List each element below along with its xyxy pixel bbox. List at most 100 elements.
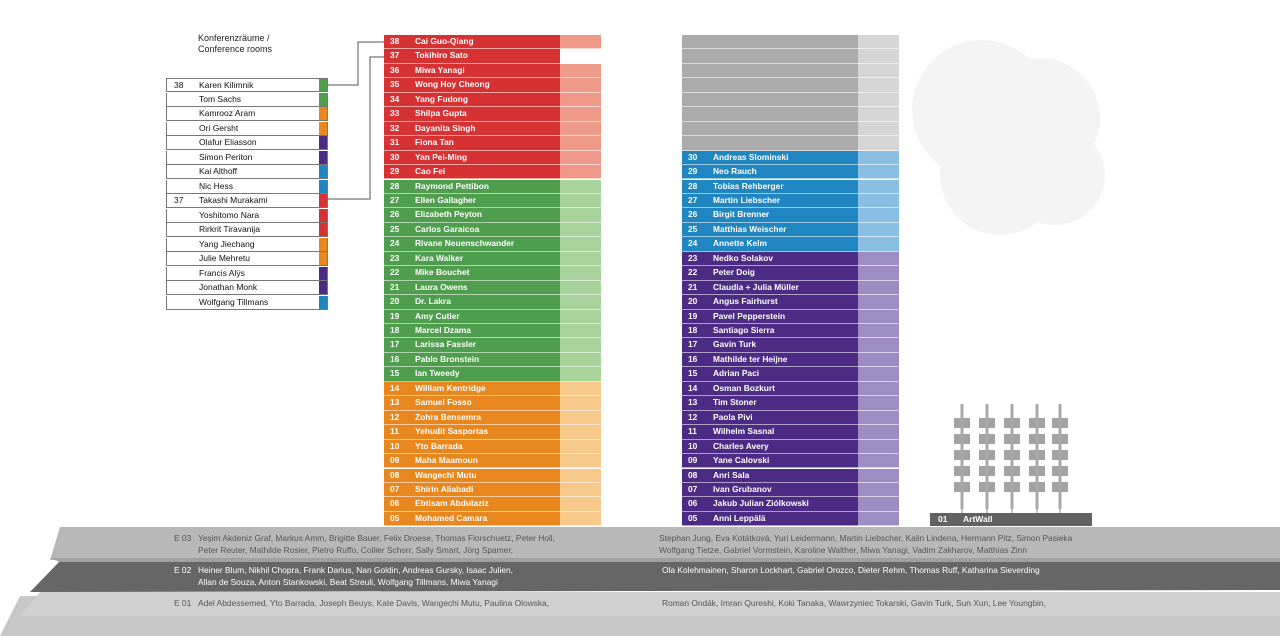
room-artist-name: Angus Fairhurst [713, 296, 778, 307]
room-09: 09 Maha Maamoun [384, 454, 560, 469]
room-23: 23 Kara Walker [384, 251, 560, 267]
room-annex [858, 454, 899, 469]
room-number: 24 [688, 238, 698, 249]
room-30: 30 Yan Pei-Ming [384, 150, 560, 166]
room-10: 10 Charles Avery [682, 439, 858, 455]
room-artist-name: Ebtisam Abdulaziz [415, 498, 489, 509]
floor-e03-left-line2: Peter Reuter, Mathilde Rosier, Pietro Ru… [198, 545, 513, 555]
room-number: 29 [688, 166, 698, 177]
room-artist-name: Cai Guo-Qiang [415, 36, 474, 46]
legend-row: 37 Takashi Murakami [166, 194, 328, 208]
room-annex [560, 439, 601, 455]
room-number: 19 [390, 310, 400, 321]
artwall-label: 01 ArtWall [930, 513, 1092, 526]
room-number: 15 [688, 368, 698, 379]
room-annex [560, 78, 601, 93]
room-annex [560, 497, 601, 512]
room-number: 14 [688, 382, 698, 393]
floor-e03-right-line1: Stephan Jung, Eva Kotátková, Yuri Leider… [659, 533, 1073, 543]
room-annex [858, 396, 899, 411]
room-06: 06 Ebtisam Abdulaziz [384, 497, 560, 512]
room-number: 28 [390, 180, 400, 191]
room-07: 07 Ivan Grubanov [682, 482, 858, 498]
room-annex [858, 78, 899, 93]
room-number: 18 [688, 325, 698, 335]
legend-row: Nic Hess [166, 179, 328, 194]
room-artist-name: Martin Liebscher [713, 194, 781, 205]
room-annex [560, 454, 601, 469]
legend-row: Rirkrit Tiravanija [166, 223, 328, 237]
room-annex [858, 511, 899, 527]
room-annex [858, 425, 899, 440]
room-number: 27 [688, 194, 698, 205]
room-artist-name: Carlos Garaicoa [415, 223, 480, 234]
room-number: 06 [390, 498, 400, 509]
room-artist-name: Nedko Solakov [713, 252, 774, 263]
room-18: 18 Santiago Sierra [682, 324, 858, 339]
room-annex [560, 367, 601, 382]
room-07: 07 Shirin Aliabadi [384, 482, 560, 498]
floor-e02-left-line2: Allan de Souza, Anton Stankowski, Beat S… [198, 577, 498, 587]
artwall-number: 01 [938, 514, 948, 524]
room-artist-name: Yang Fudong [415, 93, 469, 104]
room-annex [560, 280, 601, 296]
floor-e01-right-line1: Roman Ondák, Imran Qureshi, Koki Tanaka,… [662, 598, 1046, 608]
room-artist-name: Yehudit Sasportas [415, 426, 489, 437]
room-artist-name: Tim Stoner [713, 397, 757, 408]
room-artist-name: Charles Avery [713, 440, 769, 451]
room-12: 12 Zohra Bensemra [384, 410, 560, 426]
room-number: 09 [688, 455, 698, 466]
room-annex [560, 107, 601, 122]
room-24: 24 Annette Kelm [682, 237, 858, 252]
room-number: 13 [390, 397, 400, 408]
room-annex [858, 237, 899, 252]
room-annex [560, 49, 601, 64]
room-artist-name: Osman Bozkurt [713, 382, 775, 393]
room-annex [858, 497, 899, 512]
room-artist-name: Maha Maamoun [415, 455, 478, 466]
room-number: 31 [390, 137, 400, 148]
room-artist-name: Larissa Fassler [415, 339, 476, 350]
room-14: 14 Osman Bozkurt [682, 381, 858, 397]
room-annex [560, 425, 601, 440]
room-annex [858, 309, 899, 324]
room-annex [560, 208, 601, 223]
legend-row-name: Julie Mehretu [199, 253, 251, 263]
room-annex [560, 482, 601, 498]
legend-row-color-swatch [319, 165, 327, 178]
room-artist-name: Ian Tweedy [415, 368, 460, 379]
room-artist-name: Claudia + Julia Müller [713, 281, 799, 292]
room-artist-name: Wilhelm Sasnal [713, 426, 775, 437]
room-14: 14 William Kentridge [384, 381, 560, 397]
floor-e03-left-line1: Yeşim Akdeniz Graf, Markus Amm, Brigitte… [198, 533, 555, 543]
legend-row-color-swatch [319, 295, 327, 309]
legend-row: Francis Alÿs [166, 266, 328, 281]
room-number: 07 [688, 483, 698, 494]
room-artist-name: Cao Fei [415, 166, 446, 177]
room-annex [858, 439, 899, 455]
legend-row-color-swatch [319, 107, 327, 120]
legend-row-color-swatch [319, 266, 327, 280]
legend-row-name: Francis Alÿs [199, 267, 245, 278]
room-number: 28 [688, 180, 698, 191]
room-annex [560, 237, 601, 252]
room-number: 16 [688, 353, 698, 364]
legend-row-name: Tom Sachs [199, 93, 242, 104]
legend-row-name: Takashi Murakami [199, 195, 268, 205]
room-number: 21 [390, 281, 400, 292]
room-13: 13 Samuel Fosso [384, 396, 560, 411]
room-annex [560, 295, 601, 310]
room-number: 18 [390, 325, 400, 335]
room-annex [560, 511, 601, 527]
room-artist-name: Annette Kelm [713, 238, 767, 249]
room-annex [858, 35, 899, 50]
room-annex [858, 324, 899, 339]
room-number: 34 [390, 93, 400, 104]
room-number: 23 [390, 252, 400, 263]
room-artist-name: Kara Walker [415, 252, 464, 263]
room-27: 27 Ellen Gallagher [384, 193, 560, 209]
room-number: 30 [688, 151, 698, 162]
room-artist-name: Pablo Bronstein [415, 353, 480, 364]
room-artist-name: Yane Calovski [713, 455, 770, 466]
